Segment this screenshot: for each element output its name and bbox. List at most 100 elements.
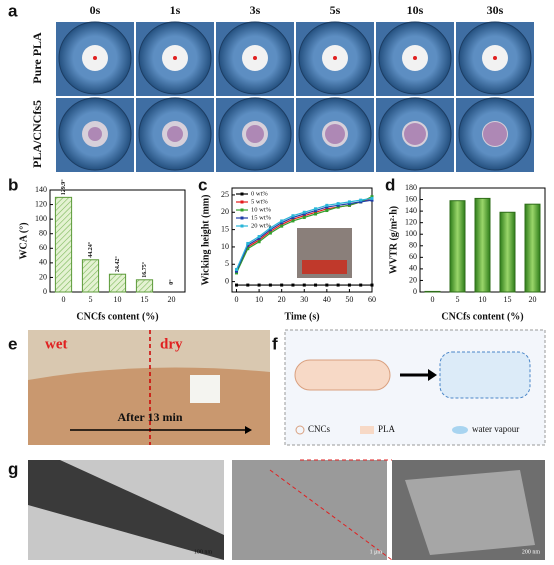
wet-label: wet [45, 336, 68, 352]
panel-label: f [272, 334, 278, 353]
marker [325, 203, 329, 207]
drop [483, 122, 507, 146]
y-tick-label: 5 [225, 259, 229, 268]
marker [302, 212, 306, 216]
fiber [28, 460, 224, 560]
row-label: Pure PLA [30, 32, 44, 84]
y-tick-label: 120 [35, 199, 47, 208]
x-tick-label: 10 [114, 295, 122, 304]
x-tick-label: 50 [345, 295, 353, 304]
marker [302, 214, 306, 218]
y-tick-label: 0 [225, 276, 229, 285]
marker [359, 198, 363, 202]
y-tick-label: 0 [413, 287, 417, 296]
marker [325, 205, 329, 209]
zoom-line [269, 469, 393, 561]
marker [314, 209, 318, 213]
value-label: 24.42° [114, 256, 121, 273]
y-tick-label: 140 [405, 206, 417, 215]
marker [302, 215, 306, 219]
legend-marker [240, 208, 244, 212]
drop [413, 56, 417, 60]
marker [246, 283, 250, 287]
marker [246, 245, 250, 249]
legend-cnc: CNCs [308, 424, 331, 434]
marker [280, 224, 284, 228]
scale-bar: 1 μm [370, 549, 383, 555]
legend-marker [240, 192, 244, 196]
legend-marker [240, 200, 244, 204]
arrow-head [428, 369, 437, 381]
marker [257, 236, 261, 240]
marker [268, 231, 272, 235]
drop [253, 56, 257, 60]
marker [314, 283, 318, 287]
marker [325, 207, 329, 211]
marker [347, 203, 351, 207]
bar [424, 290, 441, 293]
y-tick-label: 10 [221, 242, 229, 251]
x-tick-label: 30 [300, 295, 308, 304]
x-tick-label: 15 [504, 295, 512, 304]
marker [246, 247, 250, 251]
patch [190, 375, 220, 403]
marker [314, 207, 318, 211]
marker [235, 271, 239, 275]
bar [108, 273, 127, 293]
marker [257, 283, 261, 287]
legend-marker [240, 216, 244, 220]
drop [173, 56, 177, 60]
bar [54, 196, 73, 293]
panel-label: c [198, 175, 207, 194]
value-label: 0° [168, 279, 175, 285]
cnc-icon [295, 425, 305, 435]
bar [474, 197, 491, 293]
drop [404, 123, 426, 145]
value-label: 16.75° [141, 261, 148, 278]
legend-pla: PLA [378, 424, 396, 434]
marker [325, 283, 329, 287]
x-tick-label: 0 [235, 295, 239, 304]
marker [235, 269, 239, 273]
x-axis-label: CNCfs content (%) [76, 311, 158, 322]
y-tick-label: 100 [405, 229, 417, 238]
marker [268, 283, 272, 287]
x-tick-label: 0 [62, 295, 66, 304]
marker [235, 283, 239, 287]
drop [246, 125, 264, 143]
drop [493, 56, 497, 60]
marker [314, 210, 318, 214]
y-tick-label: 0 [43, 287, 47, 296]
marker [257, 240, 261, 244]
y-tick-label: 20 [409, 275, 417, 284]
y-tick-label: 15 [221, 224, 229, 233]
y-tick-label: 40 [39, 258, 47, 267]
scale-bar: 200 nm [522, 549, 541, 555]
marker [291, 217, 295, 221]
marker [291, 215, 295, 219]
marker [359, 283, 363, 287]
y-tick-label: 60 [39, 243, 47, 252]
marker [325, 209, 329, 213]
x-tick-label: 10 [479, 295, 487, 304]
marker [302, 210, 306, 214]
marker [291, 219, 295, 223]
bar [524, 203, 541, 293]
marker [257, 238, 261, 242]
marker [291, 214, 295, 218]
marker [280, 222, 284, 226]
marker [235, 267, 239, 271]
y-tick-label: 20 [39, 272, 47, 281]
column-header: 0s [90, 3, 101, 17]
marker [280, 219, 284, 223]
x-axis-label: Time (s) [284, 311, 319, 322]
y-tick-label: 40 [409, 264, 417, 273]
marker [347, 283, 351, 287]
marker [280, 283, 284, 287]
sem-image [232, 460, 387, 560]
marker [268, 229, 272, 233]
y-tick-label: 160 [405, 194, 417, 203]
marker [336, 283, 340, 287]
marker [336, 205, 340, 209]
